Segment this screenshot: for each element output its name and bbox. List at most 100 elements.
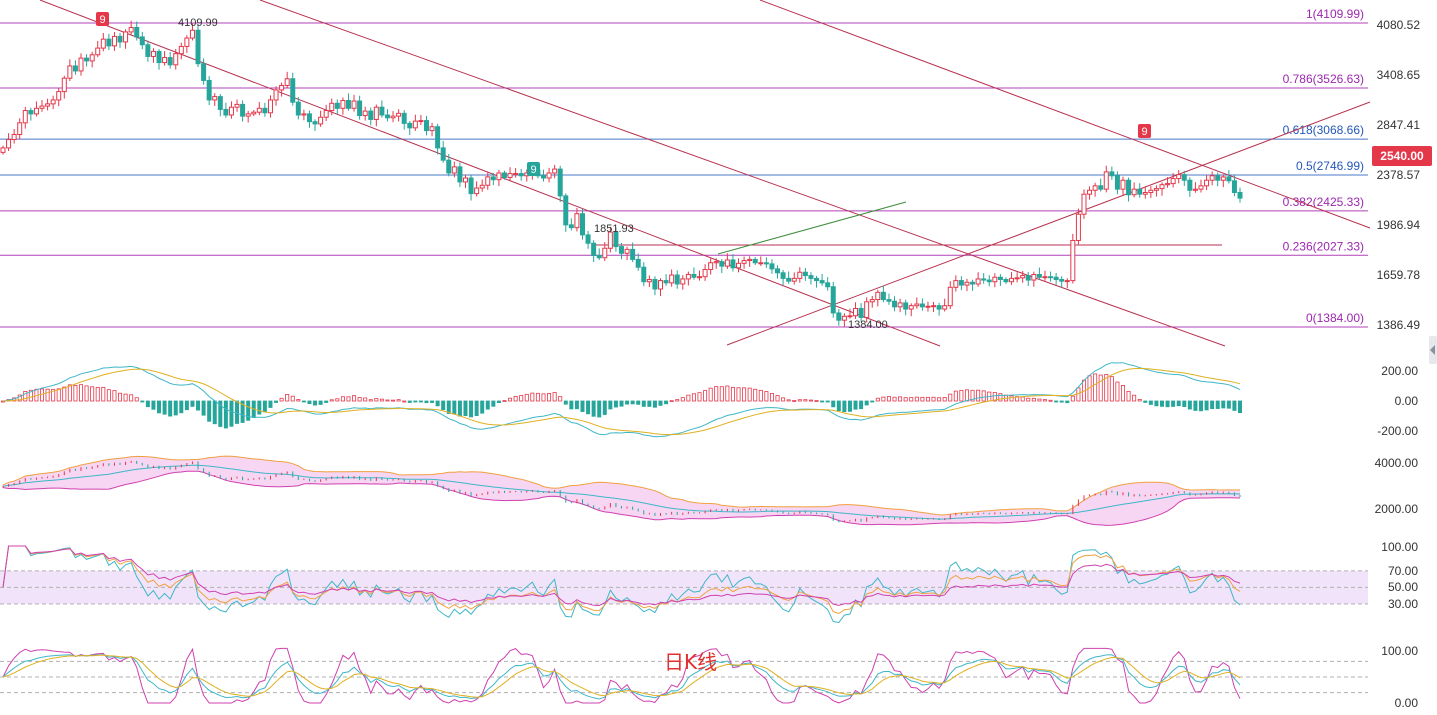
macd-bar — [1132, 394, 1137, 402]
macd-bar — [346, 396, 351, 402]
macd-bar — [285, 394, 290, 402]
candle-body — [440, 147, 446, 161]
macd-bar — [725, 385, 730, 402]
macd-bar — [719, 386, 724, 402]
channel-upper-line-2 — [259, 0, 1226, 347]
macd-bar — [909, 397, 914, 402]
candle-body — [786, 277, 792, 282]
macd-bar — [374, 398, 379, 402]
candle-body — [474, 187, 480, 195]
macd-bar — [552, 392, 557, 402]
candle-body — [45, 103, 51, 107]
candle-body — [139, 36, 145, 46]
candle-body — [201, 63, 207, 81]
macd-bar — [363, 397, 368, 402]
macd-bar — [1109, 376, 1114, 402]
candle-body — [847, 315, 853, 318]
candle-body — [1009, 277, 1015, 283]
macd-bar — [797, 399, 802, 402]
macd-bar — [586, 400, 591, 415]
macd-bar — [212, 400, 217, 425]
candle-body — [763, 262, 769, 265]
macd-bar — [391, 399, 396, 402]
candle-body — [557, 168, 563, 197]
candle-body — [490, 176, 496, 181]
candle-body — [373, 106, 379, 120]
candle-body — [936, 305, 942, 310]
candle-body — [407, 122, 413, 129]
candle-body — [591, 242, 597, 257]
price-axis: 4080.52 3408.65 2847.41 2378.57 1986.94 1659.… — [1377, 18, 1421, 332]
candle-body — [574, 213, 580, 229]
green-trend-line — [717, 201, 907, 255]
candle-body — [791, 277, 797, 282]
candle-body — [579, 213, 585, 236]
macd-bar — [530, 392, 535, 402]
macd-bar — [240, 400, 245, 423]
candle-body — [540, 175, 546, 179]
candle-body — [1059, 278, 1065, 282]
candle-body — [173, 53, 179, 66]
candle-body — [585, 234, 591, 244]
macd-bar — [463, 400, 468, 417]
macd-bar — [446, 400, 451, 414]
rsi-tick-0: 100.00 — [1381, 540, 1418, 554]
macd-bar — [329, 399, 334, 402]
candle-body — [986, 279, 992, 283]
macd-bar — [680, 397, 685, 402]
macd-bar — [898, 396, 903, 402]
candle-body — [435, 126, 441, 149]
candle-body — [1165, 183, 1171, 186]
candle-body — [747, 258, 753, 262]
candle-body — [446, 159, 452, 174]
macd-bar — [262, 400, 267, 413]
candle-body — [1109, 171, 1115, 177]
candle-body — [646, 278, 652, 283]
macd-bar — [56, 388, 61, 402]
macd-bar — [914, 396, 919, 402]
macd-bar — [764, 391, 769, 402]
macd-bar — [196, 400, 201, 411]
macd-bar — [95, 386, 100, 402]
macd-bar — [1204, 400, 1209, 411]
candle-body — [958, 280, 964, 286]
candle-body — [195, 29, 201, 65]
macd-bar — [937, 397, 942, 402]
macd-bar — [318, 400, 323, 405]
candle-body — [780, 272, 786, 279]
macd-bar — [313, 400, 318, 406]
macd-bar — [948, 393, 953, 402]
td-top-badge-2-label: 9 — [1141, 126, 1147, 138]
rsi-tick-1: 70.00 — [1388, 564, 1418, 578]
td-bottom-badge — [527, 162, 540, 176]
candle-body — [267, 99, 273, 114]
candle-body — [362, 110, 368, 117]
candle-body — [312, 121, 318, 125]
candle-body — [513, 173, 519, 176]
candle-body — [284, 78, 290, 86]
candle-body — [84, 57, 90, 62]
macd-bar — [775, 395, 780, 402]
candle-body — [50, 99, 56, 105]
candle-body — [156, 50, 162, 64]
candle-body — [345, 100, 351, 109]
collapse-panel-handle[interactable] — [1429, 336, 1437, 364]
candle-body — [964, 281, 970, 286]
overlays: 4109.99 1384.00 1851.93 9 9 9 — [96, 12, 1151, 331]
candle-body — [925, 305, 931, 308]
macd-bar — [1070, 395, 1075, 402]
candle-body — [1048, 276, 1054, 279]
macd-bar — [140, 400, 145, 403]
candle-body — [658, 280, 664, 290]
candle-body — [518, 173, 524, 177]
boll-tick-0: 4000.00 — [1375, 456, 1419, 470]
candle-body — [1098, 185, 1104, 190]
macd-bar — [608, 400, 613, 410]
candle-body — [6, 139, 12, 149]
candle-body — [1153, 188, 1159, 191]
macd-bar — [491, 400, 496, 407]
candle-body — [1070, 239, 1076, 282]
candle-body — [290, 78, 296, 103]
macd-bar — [747, 387, 752, 402]
